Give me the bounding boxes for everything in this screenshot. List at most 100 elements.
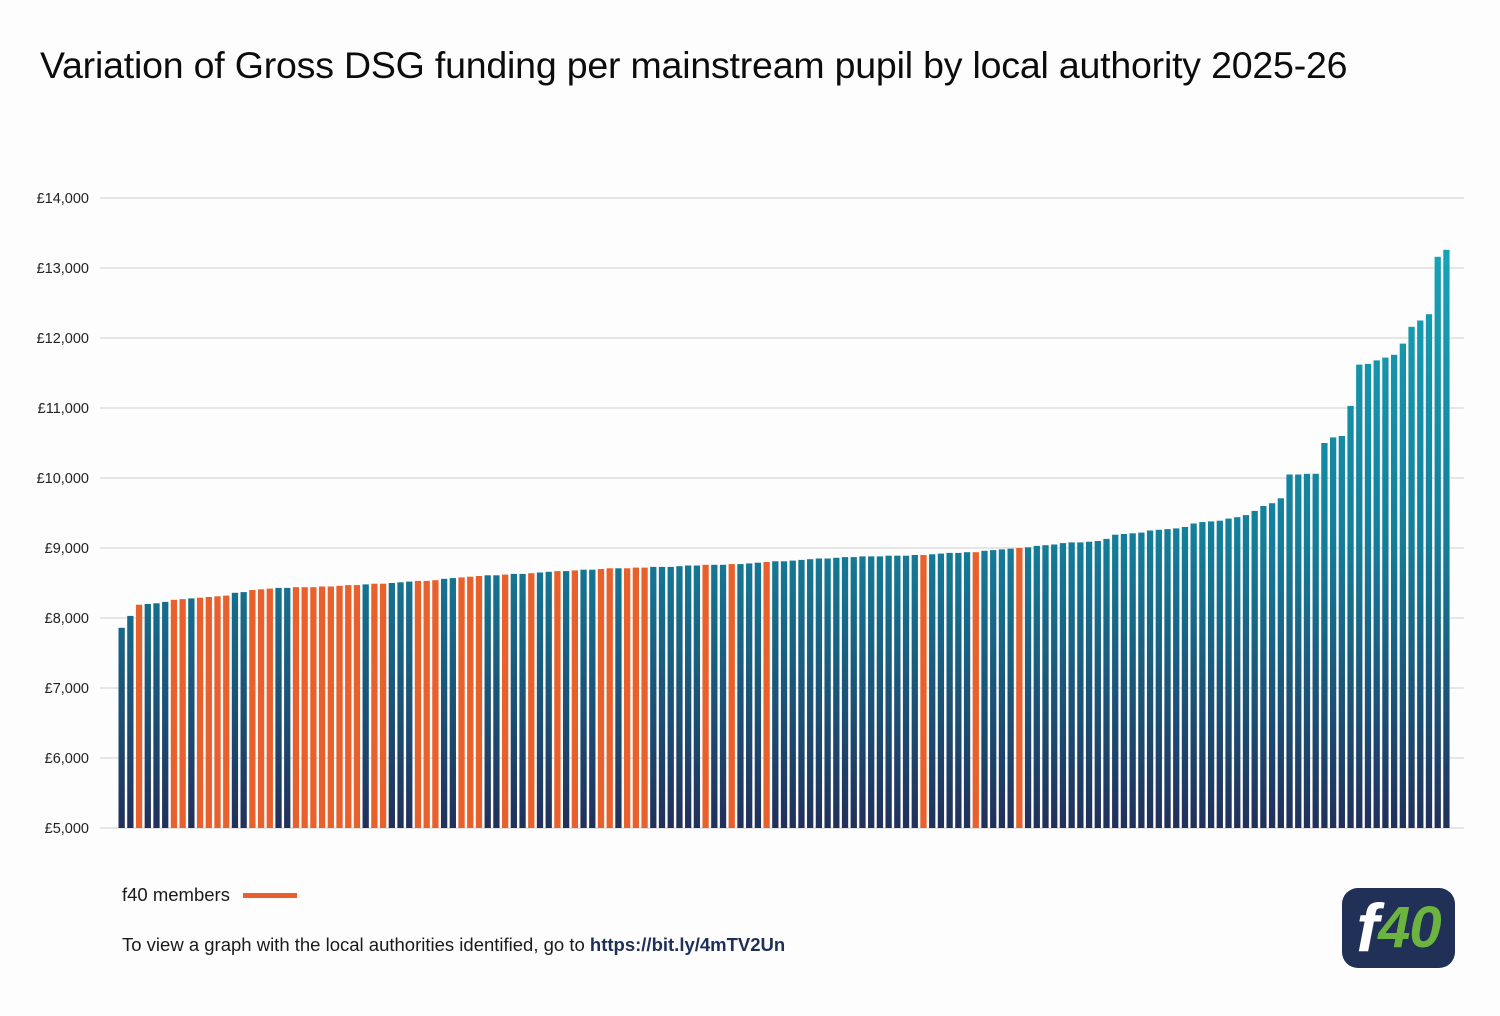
bar-f40-member <box>353 585 361 828</box>
bar <box>859 556 866 828</box>
bar <box>1199 522 1206 828</box>
bar <box>937 553 945 828</box>
bar-f40-member <box>458 577 465 828</box>
bar <box>1173 528 1180 828</box>
y-tick-label: £6,000 <box>45 751 89 767</box>
bar <box>484 575 491 828</box>
bar <box>780 561 788 828</box>
bar <box>545 571 552 828</box>
bar <box>737 564 744 828</box>
bar-f40-member <box>336 585 343 828</box>
bar <box>807 559 814 828</box>
footnote: To view a graph with the local authoriti… <box>122 934 785 956</box>
bar <box>798 559 805 828</box>
bar-f40-member <box>414 580 422 828</box>
bar <box>1286 474 1293 828</box>
bar-f40-member <box>763 562 770 828</box>
bar <box>362 584 369 828</box>
bar <box>440 578 448 828</box>
bar <box>563 571 570 828</box>
bar <box>911 555 918 828</box>
bar <box>667 566 674 828</box>
bar <box>711 564 718 828</box>
bar <box>1295 474 1302 828</box>
bar <box>449 578 456 828</box>
bar <box>1033 545 1040 828</box>
logo-number: 40 <box>1378 895 1442 960</box>
bar <box>188 598 195 828</box>
bar-f40-member <box>702 564 709 828</box>
bar-f40-member <box>501 574 509 828</box>
bar <box>118 627 125 828</box>
bar <box>1042 545 1049 828</box>
bar <box>1260 506 1267 828</box>
bar <box>1390 354 1398 828</box>
f40-logo: f 40 <box>1342 888 1455 968</box>
bar <box>719 564 727 828</box>
y-tick-label: £8,000 <box>45 611 89 627</box>
y-tick-label: £7,000 <box>45 681 89 697</box>
bar <box>510 573 517 828</box>
bar <box>868 556 875 828</box>
bar-f40-member <box>632 567 640 828</box>
bar <box>162 601 169 828</box>
bar <box>1207 521 1215 828</box>
bar <box>676 566 683 828</box>
bar-f40-member <box>379 583 387 828</box>
bar <box>981 550 988 828</box>
bar <box>1242 515 1250 828</box>
bar <box>536 572 544 828</box>
bar <box>1312 473 1319 828</box>
chart-title: Variation of Gross DSG funding per mains… <box>40 44 1348 86</box>
bar <box>1364 363 1372 828</box>
bar <box>1181 527 1189 828</box>
bar <box>519 573 526 828</box>
bar <box>1094 541 1101 828</box>
footnote-text: To view a graph with the local authoriti… <box>122 934 590 955</box>
bar-f40-member <box>571 570 578 828</box>
bar <box>144 604 151 828</box>
bar <box>1399 343 1406 828</box>
bar-f40-member <box>196 597 204 828</box>
bar <box>815 558 823 828</box>
bar-f40-member <box>475 576 483 828</box>
bar <box>1146 530 1154 828</box>
bar-f40-member <box>257 589 265 828</box>
legend-label: f40 members <box>122 884 230 905</box>
bar-f40-member <box>641 567 648 828</box>
bar <box>240 592 247 828</box>
bar-f40-member <box>266 588 273 828</box>
bar-f40-member <box>423 580 430 828</box>
bar-f40-member <box>920 555 927 828</box>
bar-f40-member <box>214 596 221 828</box>
bar-f40-member <box>205 597 212 828</box>
bar-f40-member <box>345 585 352 828</box>
bar <box>580 569 587 828</box>
bar <box>1251 510 1258 828</box>
y-tick-label: £12,000 <box>37 331 89 347</box>
bar <box>1321 443 1328 828</box>
footnote-link[interactable]: https://bit.ly/4mTV2Un <box>589 934 786 955</box>
bar-f40-member <box>528 573 535 828</box>
bar <box>127 615 134 828</box>
bar <box>1329 437 1337 828</box>
bar <box>1338 436 1345 828</box>
bar-f40-member <box>728 564 735 828</box>
bar <box>685 565 692 828</box>
bar <box>963 552 971 828</box>
bar <box>658 566 666 828</box>
bar <box>1303 473 1311 828</box>
bar <box>1112 534 1119 828</box>
bar <box>955 552 962 828</box>
bar <box>1024 547 1032 828</box>
bar <box>841 557 849 828</box>
legend-swatch <box>242 892 297 898</box>
bar-f40-member <box>310 587 317 828</box>
bar <box>397 582 404 828</box>
bar <box>650 566 657 828</box>
bar <box>876 556 884 828</box>
bar-f40-member <box>624 568 631 828</box>
bar <box>1382 357 1389 828</box>
bar <box>1120 534 1128 828</box>
bar <box>789 560 796 828</box>
